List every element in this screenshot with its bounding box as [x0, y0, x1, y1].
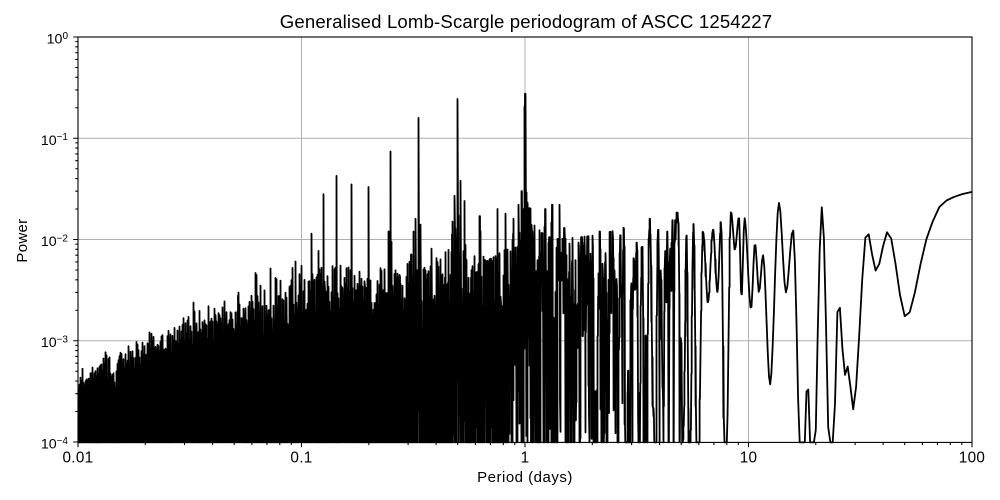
svg-text:10: 10 — [740, 450, 758, 467]
svg-text:Generalised Lomb-Scargle perio: Generalised Lomb-Scargle periodogram of … — [280, 11, 773, 32]
svg-text:Period (days): Period (days) — [477, 469, 573, 486]
svg-text:0.1: 0.1 — [290, 450, 312, 467]
svg-text:0.01: 0.01 — [63, 450, 94, 467]
svg-text:100: 100 — [959, 450, 985, 467]
svg-text:Power: Power — [14, 219, 31, 263]
svg-text:1: 1 — [521, 450, 530, 467]
